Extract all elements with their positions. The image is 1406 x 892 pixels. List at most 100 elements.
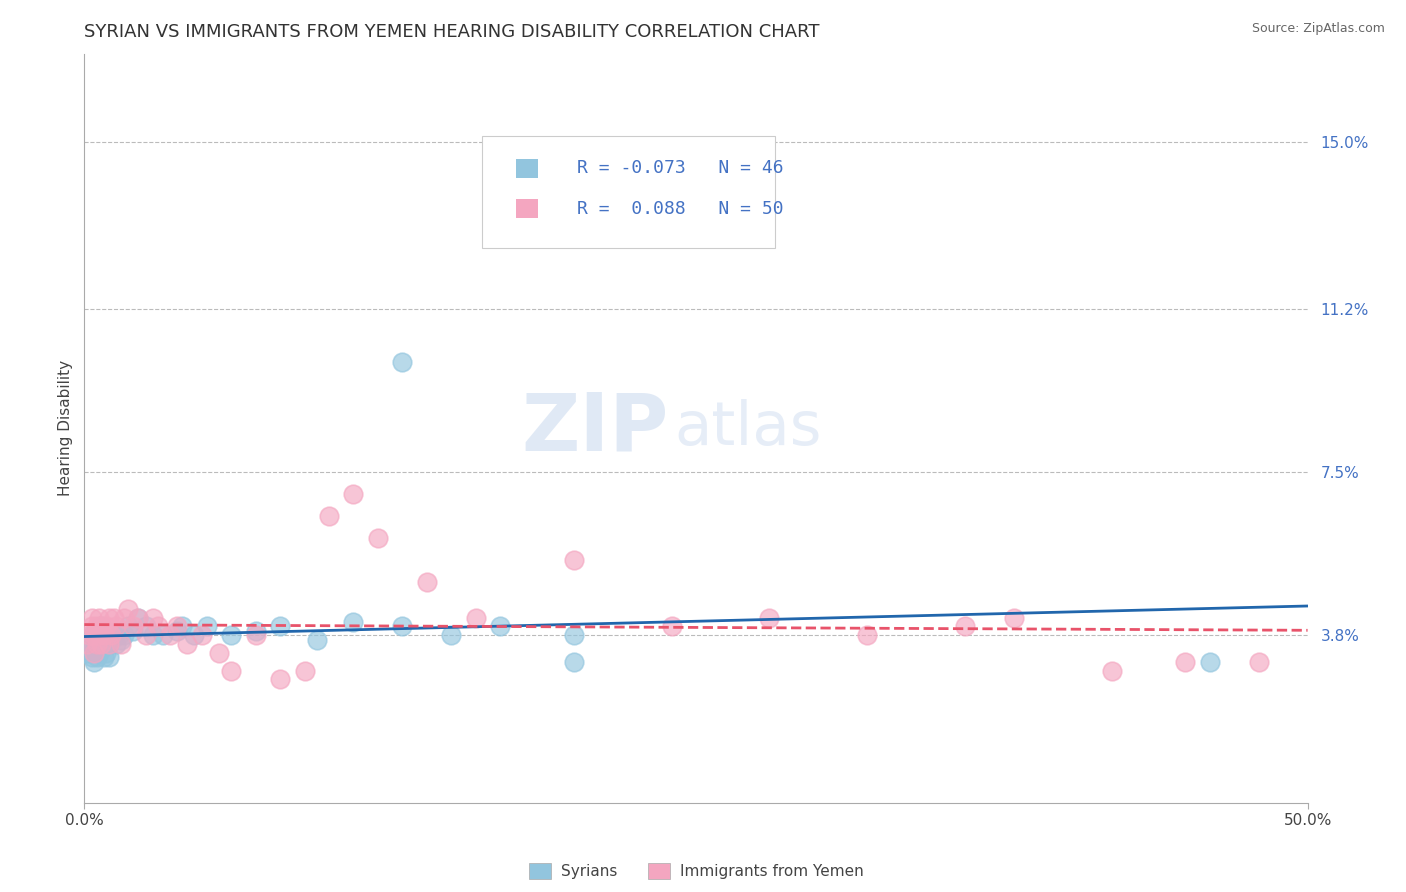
Point — [142, 610, 165, 624]
Point — [100, 632, 122, 647]
Point — [107, 628, 129, 642]
Point — [83, 641, 105, 656]
Point — [97, 610, 120, 624]
Point — [269, 673, 291, 687]
Point — [83, 646, 105, 660]
Text: SYRIAN VS IMMIGRANTS FROM YEMEN HEARING DISABILITY CORRELATION CHART: SYRIAN VS IMMIGRANTS FROM YEMEN HEARING … — [84, 23, 820, 41]
Point — [96, 624, 118, 638]
FancyBboxPatch shape — [482, 136, 776, 248]
Point — [135, 628, 157, 642]
Bar — [516, 199, 537, 218]
Point — [96, 646, 118, 660]
Point — [219, 628, 242, 642]
Point — [112, 628, 135, 642]
Point — [96, 619, 118, 633]
Point — [146, 619, 169, 633]
Point — [367, 532, 389, 546]
Point — [90, 619, 112, 633]
Point — [110, 632, 132, 647]
Point — [391, 619, 413, 633]
Point — [76, 646, 98, 660]
Point — [183, 628, 205, 642]
Point — [117, 619, 139, 633]
Text: R =  0.088   N = 50: R = 0.088 N = 50 — [578, 200, 785, 218]
Point — [562, 553, 585, 567]
Point — [105, 637, 128, 651]
Point — [77, 637, 100, 651]
Point — [166, 624, 188, 638]
Point — [416, 575, 439, 590]
Y-axis label: Hearing Disability: Hearing Disability — [58, 360, 73, 496]
Point — [86, 650, 108, 665]
Legend: Syrians, Immigrants from Yemen: Syrians, Immigrants from Yemen — [523, 857, 869, 885]
Point — [342, 615, 364, 629]
Point — [127, 610, 149, 624]
Point — [440, 628, 463, 642]
Point — [93, 650, 115, 665]
Point — [117, 602, 139, 616]
Point — [103, 610, 125, 624]
Point — [294, 664, 316, 678]
Point — [1198, 655, 1220, 669]
Point — [80, 650, 103, 665]
Point — [245, 628, 267, 642]
Point — [90, 641, 112, 656]
Point — [100, 628, 122, 642]
Point — [562, 628, 585, 642]
Point — [86, 637, 108, 651]
Point — [87, 632, 110, 647]
Point — [1247, 655, 1270, 669]
Point — [318, 509, 340, 524]
Point — [464, 610, 486, 624]
Point — [135, 619, 157, 633]
Point — [76, 637, 98, 651]
Point — [86, 619, 108, 633]
Point — [1174, 655, 1197, 669]
Point — [97, 637, 120, 651]
Text: atlas: atlas — [673, 399, 821, 458]
Point — [103, 628, 125, 642]
Point — [142, 628, 165, 642]
Point — [661, 619, 683, 633]
Bar — [516, 159, 537, 178]
Point — [122, 624, 145, 638]
Point — [191, 628, 214, 642]
Point — [93, 628, 115, 642]
Point — [105, 619, 128, 633]
Point — [269, 619, 291, 633]
Point — [219, 664, 242, 678]
Point — [245, 624, 267, 638]
Point — [86, 637, 108, 651]
Point — [83, 628, 105, 642]
Point — [758, 610, 780, 624]
Point — [172, 619, 194, 633]
Point — [87, 628, 110, 642]
Point — [562, 655, 585, 669]
Text: ZIP: ZIP — [522, 389, 669, 467]
Point — [152, 628, 174, 642]
Point — [110, 637, 132, 651]
Point — [159, 628, 181, 642]
Text: R = -0.073   N = 46: R = -0.073 N = 46 — [578, 159, 785, 178]
Point — [87, 646, 110, 660]
Point — [80, 610, 103, 624]
Point — [77, 628, 100, 642]
Point — [83, 655, 105, 669]
Point — [80, 628, 103, 642]
Point — [195, 619, 218, 633]
Point — [176, 637, 198, 651]
Point — [112, 610, 135, 624]
Point — [127, 610, 149, 624]
Point — [856, 628, 879, 642]
Text: Source: ZipAtlas.com: Source: ZipAtlas.com — [1251, 22, 1385, 36]
Point — [1101, 664, 1123, 678]
Point — [208, 646, 231, 660]
Point — [391, 355, 413, 369]
Point — [80, 619, 103, 633]
Point — [122, 619, 145, 633]
Point — [166, 619, 188, 633]
Point — [90, 637, 112, 651]
Point — [87, 610, 110, 624]
Point — [97, 637, 120, 651]
Point — [93, 632, 115, 647]
